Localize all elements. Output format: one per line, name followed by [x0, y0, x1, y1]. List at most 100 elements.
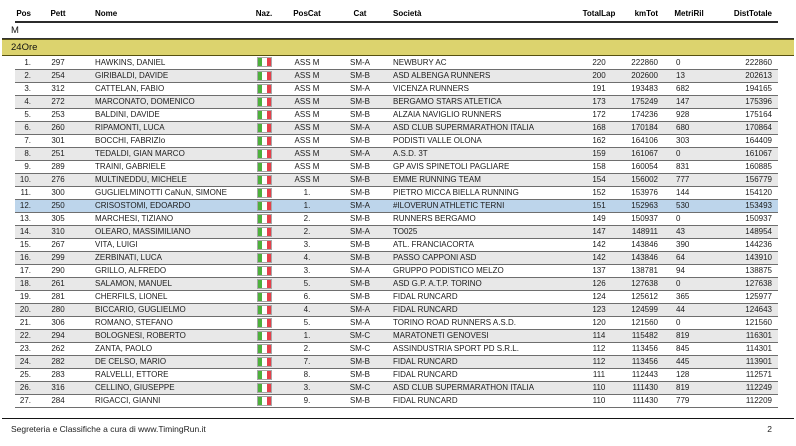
cell-naz: [251, 329, 277, 343]
italy-flag-icon: [256, 278, 272, 289]
cell-societa: BERGAMO STARS ATLETICA: [383, 95, 579, 109]
cell-disttotale: 161067: [715, 147, 778, 161]
cell-pos: 11.: [15, 186, 37, 200]
cell-kmtot: 175249: [619, 95, 663, 109]
cell-metriril: 44: [663, 303, 715, 317]
cell-cat: SM-A: [337, 121, 383, 135]
cell-pos: 17.: [15, 264, 37, 278]
cell-cat: SM-B: [337, 355, 383, 369]
cell-pett: 261: [37, 277, 79, 291]
table-row: 6. 260 RIPAMONTI, LUCA ASS M SM-A ASD CLUB SU…: [15, 121, 778, 135]
table-row: 26. 316 CELLINO, GIUSEPPE 3. SM-C ASD CLUB SU…: [15, 381, 778, 395]
table-row: 19. 281 CHERFILS, LIONEL 6. SM-B FIDAL RUNCAR…: [15, 290, 778, 304]
cell-nome: HAWKINS, DANIEL: [79, 56, 251, 70]
cell-metriril: 128: [663, 368, 715, 382]
cell-nome: RIGACCI, GIANNI: [79, 394, 251, 408]
cell-kmtot: 111430: [619, 394, 663, 408]
cell-disttotale: 160885: [715, 160, 778, 174]
table-row: 12. 250 CRISOSTOMI, EDOARDO 1. SM-A #ILOVERUN…: [15, 199, 778, 213]
cell-kmtot: 161067: [619, 147, 663, 161]
cell-poscat: 9.: [277, 394, 337, 408]
table-row: 17. 290 GRILLO, ALFREDO 3. SM-A GRUPPO PODIST…: [15, 264, 778, 278]
cell-kmtot: 112443: [619, 368, 663, 382]
cell-disttotale: 194165: [715, 82, 778, 96]
cell-nome: MARCHESI, TIZIANO: [79, 212, 251, 226]
cell-societa: NEWBURY AC: [383, 56, 579, 70]
cell-totallap: 111: [579, 368, 619, 382]
cell-kmtot: 202600: [619, 69, 663, 83]
cell-disttotale: 150937: [715, 212, 778, 226]
cell-cat: SM-B: [337, 212, 383, 226]
table-row: 1. 297 HAWKINS, DANIEL ASS M SM-A NEWBURY AC 2…: [15, 56, 778, 70]
table-row: 14. 310 OLEARO, MASSIMILIANO 2. SM-A TO025 147…: [15, 225, 778, 239]
italy-flag-icon: [256, 382, 272, 393]
cell-pett: 310: [37, 225, 79, 239]
cell-pos: 21.: [15, 316, 37, 330]
cell-pos: 20.: [15, 303, 37, 317]
cell-pett: 290: [37, 264, 79, 278]
cell-totallap: 173: [579, 95, 619, 109]
cell-kmtot: 164106: [619, 134, 663, 148]
cell-societa: ASD ALBENGA RUNNERS: [383, 69, 579, 83]
cell-disttotale: 143910: [715, 251, 778, 265]
cell-nome: OLEARO, MASSIMILIANO: [79, 225, 251, 239]
cell-kmtot: 138781: [619, 264, 663, 278]
cell-societa: VICENZA RUNNERS: [383, 82, 579, 96]
cell-cat: SM-B: [337, 290, 383, 304]
cell-societa: PIETRO MICCA BIELLA RUNNING: [383, 186, 579, 200]
cell-poscat: ASS M: [277, 160, 337, 174]
cell-pos: 1.: [15, 56, 37, 70]
cell-metriril: 0: [663, 56, 715, 70]
italy-flag-icon: [256, 252, 272, 263]
cell-naz: [251, 277, 277, 291]
cell-societa: FIDAL RUNCARD: [383, 290, 579, 304]
cell-pos: 9.: [15, 160, 37, 174]
cell-societa: EMME RUNNING TEAM: [383, 173, 579, 187]
cell-naz: [251, 316, 277, 330]
cell-pett: 305: [37, 212, 79, 226]
table-row: 15. 267 VITA, LUIGI 3. SM-B ATL. FRANCIACORTA…: [15, 238, 778, 252]
cell-disttotale: 170864: [715, 121, 778, 135]
cell-pos: 19.: [15, 290, 37, 304]
cell-totallap: 142: [579, 251, 619, 265]
cell-pett: 294: [37, 329, 79, 343]
cell-societa: TO025: [383, 225, 579, 239]
cell-naz: [251, 147, 277, 161]
table-row: 4. 272 MARCONATO, DOMENICO ASS M SM-B BERGAMO…: [15, 95, 778, 109]
cell-metriril: 303: [663, 134, 715, 148]
cell-cat: SM-B: [337, 134, 383, 148]
cell-pett: 301: [37, 134, 79, 148]
column-header-pett: Pett: [37, 6, 79, 23]
cell-metriril: 0: [663, 277, 715, 291]
race-category-band: 24Ore: [2, 39, 794, 56]
cell-nome: GUGLIELMINOTTI CaNuN, SIMONE: [79, 186, 251, 200]
italy-flag-icon: [256, 239, 272, 250]
cell-pett: 312: [37, 82, 79, 96]
gender-section-label: M: [2, 23, 794, 39]
cell-nome: TRAINI, GABRIELE: [79, 160, 251, 174]
cell-naz: [251, 173, 277, 187]
cell-cat: SM-B: [337, 173, 383, 187]
cell-societa: GP AVIS SPINETOLI PAGLIARE: [383, 160, 579, 174]
cell-totallap: 142: [579, 238, 619, 252]
table-row: 2. 254 GIRIBALDI, DAVIDE ASS M SM-B ASD ALBEN…: [15, 69, 778, 83]
cell-disttotale: 175396: [715, 95, 778, 109]
column-header-nome: Nome: [79, 6, 251, 23]
cell-totallap: 162: [579, 134, 619, 148]
cell-disttotale: 222860: [715, 56, 778, 70]
cell-pos: 3.: [15, 82, 37, 96]
cell-nome: MULTINEDDU, MICHELE: [79, 173, 251, 187]
cell-metriril: 147: [663, 95, 715, 109]
cell-kmtot: 111430: [619, 381, 663, 395]
cell-pos: 2.: [15, 69, 37, 83]
cell-totallap: 200: [579, 69, 619, 83]
column-header-societa: Società: [383, 6, 579, 23]
cell-disttotale: 164409: [715, 134, 778, 148]
cell-cat: SM-B: [337, 69, 383, 83]
cell-poscat: ASS M: [277, 82, 337, 96]
cell-pett: 276: [37, 173, 79, 187]
cell-poscat: 3.: [277, 381, 337, 395]
cell-pos: 23.: [15, 342, 37, 356]
table-row: 11. 300 GUGLIELMINOTTI CaNuN, SIMONE 1. SM-B…: [15, 186, 778, 200]
table-row: 3. 312 CATTELAN, FABIO ASS M SM-A VICENZA RUN…: [15, 82, 778, 96]
